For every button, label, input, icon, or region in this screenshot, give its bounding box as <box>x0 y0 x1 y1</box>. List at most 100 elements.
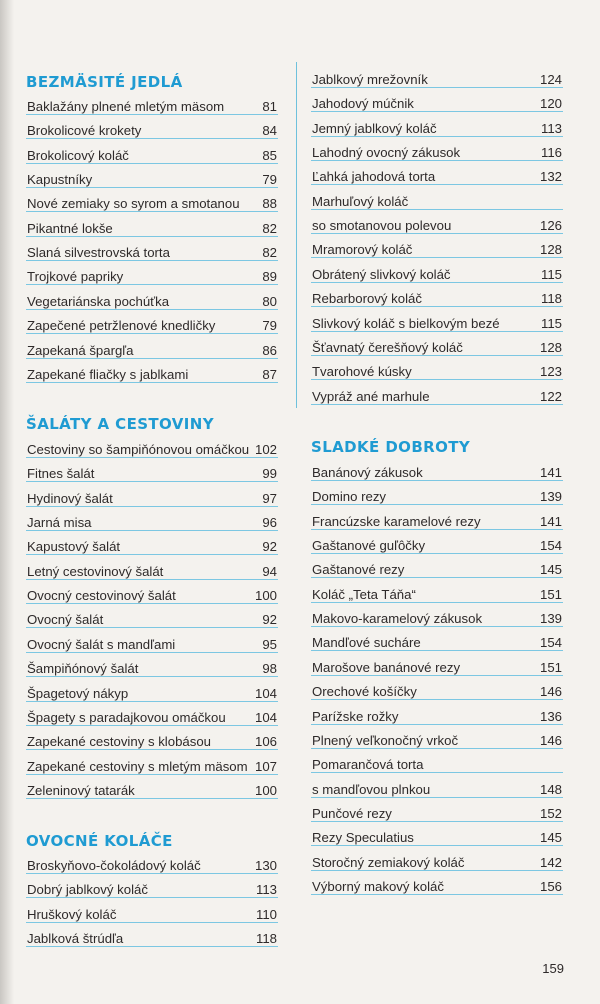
index-entry: Letný cestovinový šalát 94 <box>26 561 278 580</box>
index-entry: Cestoviny so šampiňónovou omáčkou 102 <box>26 439 278 458</box>
index-entry: Zapečené petržlenové knedličky 79 <box>26 315 278 335</box>
recipe-name: Tvarohové kúsky <box>312 364 412 380</box>
recipe-name: so smotanovou polevou <box>312 218 452 234</box>
recipe-page-number: 130 <box>254 858 277 873</box>
recipe-page-number: 107 <box>254 758 277 774</box>
index-entry: Kapustový šalát 92 <box>26 536 278 556</box>
index-entry: Gaštanové rezy 145 <box>311 559 563 579</box>
recipe-page-number: 123 <box>539 364 562 380</box>
recipe-name: Rezy Speculatius <box>312 830 414 846</box>
index-entry: Obrátený slivkový koláč 115 <box>311 264 563 283</box>
recipe-name: Zapekaná špargľa <box>27 342 134 358</box>
recipe-name: Zapečené petržlenové knedličky <box>27 318 216 334</box>
index-entry: Slivkový koláč s bielkovým bezé 115 <box>311 313 563 332</box>
book-gutter-shadow <box>0 0 14 1004</box>
recipe-name: Ovocný šalát <box>27 612 104 628</box>
index-entry: Storočný zemiakový koláč 142 <box>311 852 563 871</box>
recipe-page-number: 145 <box>539 830 562 846</box>
index-entry: Ovocný šalát 92 <box>26 609 278 629</box>
recipe-name: Pomarančová torta <box>312 757 424 773</box>
index-entry: s mandľovou plnkou 148 <box>311 779 563 798</box>
recipe-page-number: 79 <box>262 318 277 334</box>
recipe-page-number: 96 <box>262 515 277 531</box>
recipe-page-number: 139 <box>539 611 562 627</box>
recipe-name: Fitnes šalát <box>27 466 95 482</box>
recipe-page-number: 142 <box>539 854 562 870</box>
recipe-name: Ovocný cestovinový šalát <box>27 588 176 604</box>
recipe-page-number: 146 <box>539 732 562 748</box>
recipe-page-number: 113 <box>255 882 277 898</box>
recipe-name: Banánový zákusok <box>312 465 423 480</box>
recipe-name: Zapekané cestoviny s klobásou <box>27 734 212 750</box>
index-entry: Orechové košíčky 146 <box>311 681 563 701</box>
recipe-name: Broskyňovo-čokoládový koláč <box>27 858 201 873</box>
index-entry: Zapekané cestoviny s mletým mäsom 107 <box>26 756 278 775</box>
recipe-page-number: 154 <box>539 538 562 554</box>
index-entry: Mandľové sucháre 154 <box>311 632 563 652</box>
recipe-name: Baklažány plnené mletým mäsom <box>27 99 225 114</box>
index-entry: Zeleninový tatarák 100 <box>26 780 278 799</box>
index-entry: Rezy Speculatius 145 <box>311 827 563 847</box>
recipe-name: Trojkové papriky <box>27 269 124 285</box>
recipe-page-number: 104 <box>254 685 277 701</box>
recipe-page-number: 82 <box>262 245 277 261</box>
recipe-name: Pikantné lokše <box>27 220 113 236</box>
recipe-name: Zapekané fliačky s jablkami <box>27 366 189 382</box>
recipe-page-number: 98 <box>262 661 277 677</box>
recipe-page-number: 115 <box>540 315 562 331</box>
recipe-name: Jahodový múčnik <box>312 96 414 112</box>
recipe-page-number: 86 <box>262 342 277 358</box>
recipe-name: Parížske rožky <box>312 708 399 724</box>
recipe-name: Hruškový koláč <box>27 906 117 922</box>
recipe-page-number: 148 <box>539 781 562 797</box>
recipe-name: Výborný makový koláč <box>312 878 444 894</box>
recipe-page-number: 120 <box>539 96 562 112</box>
recipe-name: Marhuľový koláč <box>312 193 409 209</box>
recipe-name: Šťavnatý čerešňový koláč <box>312 339 463 355</box>
recipe-page-number: 92 <box>262 539 277 555</box>
recipe-page-number: 115 <box>540 266 562 282</box>
index-entry: Broskyňovo-čokoládový koláč 130 <box>26 855 278 874</box>
recipe-name: Slivkový koláč s bielkovým bezé <box>312 315 500 331</box>
recipe-name: Ovocný šalát s mandľami <box>27 636 176 652</box>
index-entry: Marošove banánové rezy 151 <box>311 657 563 676</box>
index-entry: Šampiňónový šalát 98 <box>26 658 278 678</box>
recipe-page-number: 124 <box>539 72 562 87</box>
index-entry: Ovocný šalát s mandľami 95 <box>26 634 278 653</box>
index-entry: so smotanovou polevou 126 <box>311 215 563 235</box>
page-number: 159 <box>542 961 564 976</box>
index-entry: Jemný jablkový koláč 113 <box>311 118 563 137</box>
recipe-name: Zeleninový tatarák <box>27 782 135 798</box>
recipe-page-number: 82 <box>262 220 277 236</box>
recipe-name: Špagety s paradajkovou omáčkou <box>27 709 226 725</box>
index-entry: Tvarohové kúsky 123 <box>311 361 563 381</box>
recipe-name: Storočný zemiakový koláč <box>312 854 465 870</box>
recipe-page-number: 79 <box>262 172 277 188</box>
recipe-name: Orechové košíčky <box>312 684 417 700</box>
index-entry: Šťavnatý čerešňový koláč 128 <box>311 337 563 356</box>
recipe-name: Gaštanové guľôčky <box>312 538 426 554</box>
recipe-page-number: 128 <box>539 339 562 355</box>
index-entry: Rebarborový koláč 118 <box>311 288 563 308</box>
recipe-page-number: 102 <box>254 442 277 457</box>
recipe-name: Letný cestovinový šalát <box>27 563 164 579</box>
index-entry: Baklažány plnené mletým mäsom 81 <box>26 96 278 115</box>
recipe-page-number: 113 <box>540 120 562 136</box>
recipe-name: Vypráž ané marhule <box>312 388 430 404</box>
recipe-page-number: 122 <box>539 388 562 404</box>
recipe-name: Zapekané cestoviny s mletým mäsom <box>27 758 248 774</box>
recipe-name: Dobrý jablkový koláč <box>27 882 148 898</box>
recipe-name: Jablková štrúdľa <box>27 931 124 947</box>
index-entry: Zapekaná špargľa 86 <box>26 340 278 359</box>
section-heading: BEZMÄSITÉ JEDLÁ <box>26 73 183 91</box>
index-entry: Marhuľový koláč <box>311 191 563 210</box>
recipe-name: Slaná silvestrovská torta <box>27 245 170 261</box>
recipe-name: Rebarborový koláč <box>312 291 422 307</box>
recipe-page-number: 151 <box>539 659 562 675</box>
index-entry: Špagety s paradajkovou omáčkou 104 <box>26 707 278 726</box>
recipe-page-number: 151 <box>539 586 562 602</box>
recipe-page-number: 97 <box>262 490 277 506</box>
recipe-page-number: 141 <box>539 465 562 480</box>
recipe-name: Brokolicové krokety <box>27 123 142 139</box>
recipe-name: Gaštanové rezy <box>312 562 405 578</box>
